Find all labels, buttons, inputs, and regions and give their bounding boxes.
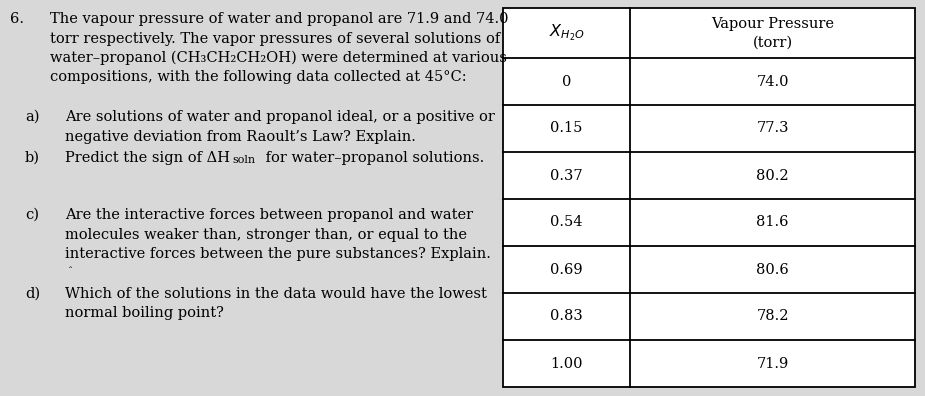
- Text: (torr): (torr): [752, 36, 793, 50]
- Text: d): d): [25, 286, 40, 301]
- Text: 0.69: 0.69: [550, 263, 583, 276]
- Text: torr respectively. The vapor pressures of several solutions of: torr respectively. The vapor pressures o…: [50, 32, 500, 46]
- Text: compositions, with the following data collected at 45°C:: compositions, with the following data co…: [50, 70, 466, 84]
- Text: Are solutions of water and propanol ideal, or a positive or: Are solutions of water and propanol idea…: [65, 110, 495, 124]
- Text: 0.83: 0.83: [550, 310, 583, 324]
- Text: 0.15: 0.15: [550, 122, 583, 135]
- Text: Predict the sign of ΔH: Predict the sign of ΔH: [65, 151, 230, 165]
- Text: 80.6: 80.6: [756, 263, 789, 276]
- Text: 77.3: 77.3: [757, 122, 789, 135]
- Text: ˆ: ˆ: [67, 268, 72, 276]
- Text: Vapour Pressure: Vapour Pressure: [711, 17, 834, 31]
- Text: 80.2: 80.2: [757, 169, 789, 183]
- Text: molecules weaker than, stronger than, or equal to the: molecules weaker than, stronger than, or…: [65, 227, 467, 242]
- Text: 81.6: 81.6: [757, 215, 789, 230]
- Text: 78.2: 78.2: [757, 310, 789, 324]
- Text: The vapour pressure of water and propanol are 71.9 and 74.0: The vapour pressure of water and propano…: [50, 12, 509, 26]
- Text: normal boiling point?: normal boiling point?: [65, 306, 224, 320]
- Text: b): b): [25, 151, 40, 165]
- Text: c): c): [25, 208, 39, 222]
- Text: negative deviation from Raoult’s Law? Explain.: negative deviation from Raoult’s Law? Ex…: [65, 129, 416, 143]
- Text: a): a): [25, 110, 40, 124]
- Text: 71.9: 71.9: [757, 356, 789, 371]
- Text: 0.37: 0.37: [550, 169, 583, 183]
- Text: 1.00: 1.00: [550, 356, 583, 371]
- Text: 0: 0: [561, 74, 572, 88]
- Text: $\mathit{X}_{H_2O}$: $\mathit{X}_{H_2O}$: [549, 23, 585, 43]
- Bar: [503, 8, 915, 387]
- Text: Are the interactive forces between propanol and water: Are the interactive forces between propa…: [65, 208, 473, 222]
- Text: 0.54: 0.54: [550, 215, 583, 230]
- Text: for water–propanol solutions.: for water–propanol solutions.: [261, 151, 485, 165]
- Text: 6.: 6.: [10, 12, 24, 26]
- Text: soln: soln: [232, 155, 255, 165]
- Text: water–propanol (CH₃CH₂CH₂OH) were determined at various: water–propanol (CH₃CH₂CH₂OH) were determ…: [50, 51, 507, 65]
- Text: Which of the solutions in the data would have the lowest: Which of the solutions in the data would…: [65, 286, 487, 301]
- Text: 74.0: 74.0: [757, 74, 789, 88]
- Text: interactive forces between the pure substances? Explain.: interactive forces between the pure subs…: [65, 247, 491, 261]
